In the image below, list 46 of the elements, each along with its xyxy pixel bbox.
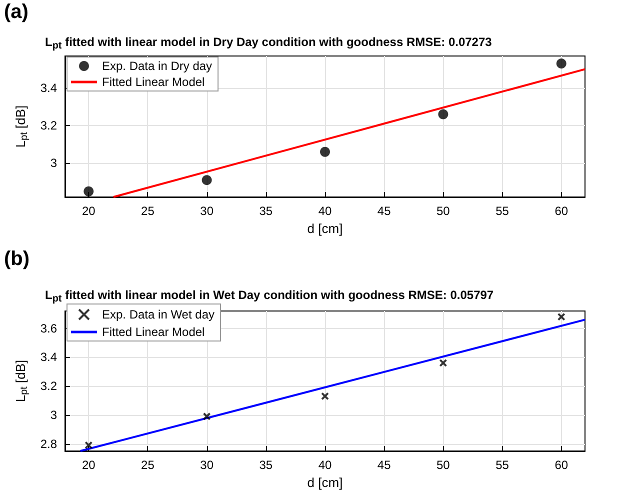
x-tick-label: 45 — [377, 204, 392, 218]
text: (a) — [4, 1, 28, 23]
y-tick-label: 3 — [50, 408, 58, 422]
y-tick-label: 3.4 — [40, 350, 58, 364]
legend-label: Exp. Data in Dry day — [102, 59, 212, 73]
y-tick-label: 3.2 — [40, 118, 58, 133]
point — [439, 358, 448, 367]
point — [84, 441, 93, 450]
text: (b) — [4, 248, 30, 270]
x-tick-label: 40 — [318, 204, 332, 218]
x-tick-label: 20 — [82, 458, 96, 472]
x-axis-title: d [cm] — [307, 220, 343, 236]
x-tick-label: 25 — [141, 204, 155, 218]
x-tick-label: 55 — [496, 204, 510, 218]
legend-label: Fitted Linear Model — [102, 75, 205, 89]
y-axis-title: Lpt [dB] — [12, 105, 30, 148]
point — [84, 186, 94, 196]
x-tick-label: 25 — [141, 458, 155, 472]
x-tick-label: 35 — [259, 458, 273, 472]
x-tick-label: 40 — [318, 458, 332, 472]
x-tick-label: 60 — [554, 204, 568, 218]
point — [202, 175, 212, 186]
x-tick-label: 50 — [436, 458, 450, 472]
x-tick-label: 55 — [496, 458, 510, 472]
point — [321, 392, 329, 400]
x-tick-label: 30 — [200, 204, 214, 218]
x-tick-label: 30 — [200, 458, 214, 472]
y-tick-label: 2.8 — [40, 436, 58, 451]
y-tick-label: 3.2 — [40, 379, 58, 394]
y-tick-label: 3.4 — [40, 80, 58, 95]
point — [557, 312, 566, 321]
y-tick-label: 3.6 — [40, 321, 58, 336]
x-tick-label: 60 — [554, 458, 568, 472]
point — [202, 412, 211, 420]
x-tick-label: 45 — [377, 458, 392, 472]
legend-label: Fitted Linear Model — [102, 325, 205, 339]
point — [320, 146, 330, 157]
x-tick-label: 20 — [82, 204, 96, 218]
x-tick-label: 50 — [436, 204, 450, 218]
y-axis-title: Lpt [dB] — [12, 360, 30, 402]
x-tick-label: 35 — [259, 204, 273, 218]
point — [438, 109, 448, 120]
x-axis-title: d [cm] — [307, 474, 343, 490]
y-tick-label: 3 — [50, 156, 58, 170]
legend-label: Exp. Data in Wet day — [102, 308, 214, 322]
point — [556, 58, 566, 69]
